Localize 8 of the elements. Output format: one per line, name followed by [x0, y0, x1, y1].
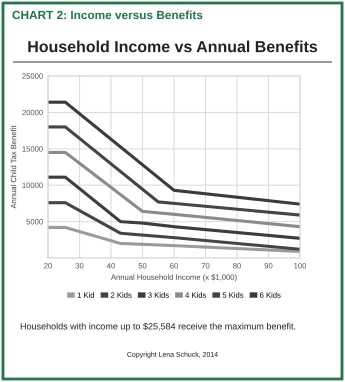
- line-series: [48, 150, 300, 228]
- line-series: [48, 201, 300, 251]
- line-series: [48, 226, 300, 253]
- text: Households with income up to $25,584 receive the maximum benefit.: [20, 322, 296, 332]
- chart-title: CHART 2: Income versus Benefits: [12, 10, 202, 20]
- chart-subtitle: Household Income vs Annual Benefits: [28, 40, 318, 52]
- line-series: [48, 125, 300, 217]
- line-series: [48, 176, 300, 240]
